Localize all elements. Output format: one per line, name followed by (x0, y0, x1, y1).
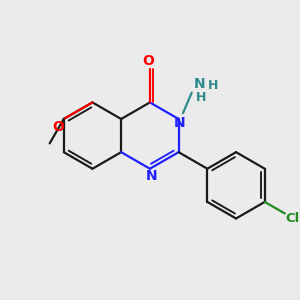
Text: H: H (196, 91, 206, 104)
Text: O: O (142, 55, 154, 68)
Text: H: H (208, 79, 218, 92)
Text: Cl: Cl (286, 212, 300, 225)
Text: O: O (52, 120, 64, 134)
Text: N: N (194, 77, 205, 91)
Text: N: N (174, 116, 186, 130)
Text: N: N (146, 169, 157, 183)
